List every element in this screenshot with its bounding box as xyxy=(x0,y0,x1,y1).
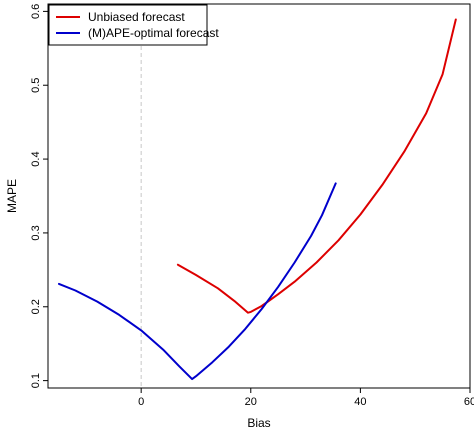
x-tick-label: 40 xyxy=(354,396,366,408)
y-tick-label: 0.2 xyxy=(30,299,42,314)
y-tick-label: 0.4 xyxy=(30,151,42,166)
y-tick-label: 0.5 xyxy=(30,78,42,93)
series-layer xyxy=(58,18,457,381)
x-axis-label: Bias xyxy=(247,416,270,430)
plot-frame xyxy=(47,3,471,389)
x-tick-label: 20 xyxy=(245,396,257,408)
legend-box xyxy=(48,4,208,46)
series-line-unbiased-forecast xyxy=(176,18,457,314)
y-tick-label: 0.1 xyxy=(30,373,42,388)
x-tick-label: 0 xyxy=(138,396,144,408)
y-tick-label: 0.6 xyxy=(30,4,42,19)
legend-label-mape-optimal-forecast: (M)APE-optimal forecast xyxy=(88,26,219,40)
legend-label-unbiased-forecast: Unbiased forecast xyxy=(88,10,185,24)
y-axis-label: MAPE xyxy=(5,179,19,213)
series-line-mape-optimal-forecast xyxy=(58,182,337,381)
legend: Unbiased forecast (M)APE-optimal forecas… xyxy=(48,4,219,46)
x-tick-label: 60 xyxy=(464,396,474,408)
y-tick-label: 0.3 xyxy=(30,225,42,240)
x-axis: 0 20 40 60 xyxy=(138,388,474,408)
y-axis: 0.1 0.2 0.3 0.4 0.5 0.6 xyxy=(30,4,48,388)
